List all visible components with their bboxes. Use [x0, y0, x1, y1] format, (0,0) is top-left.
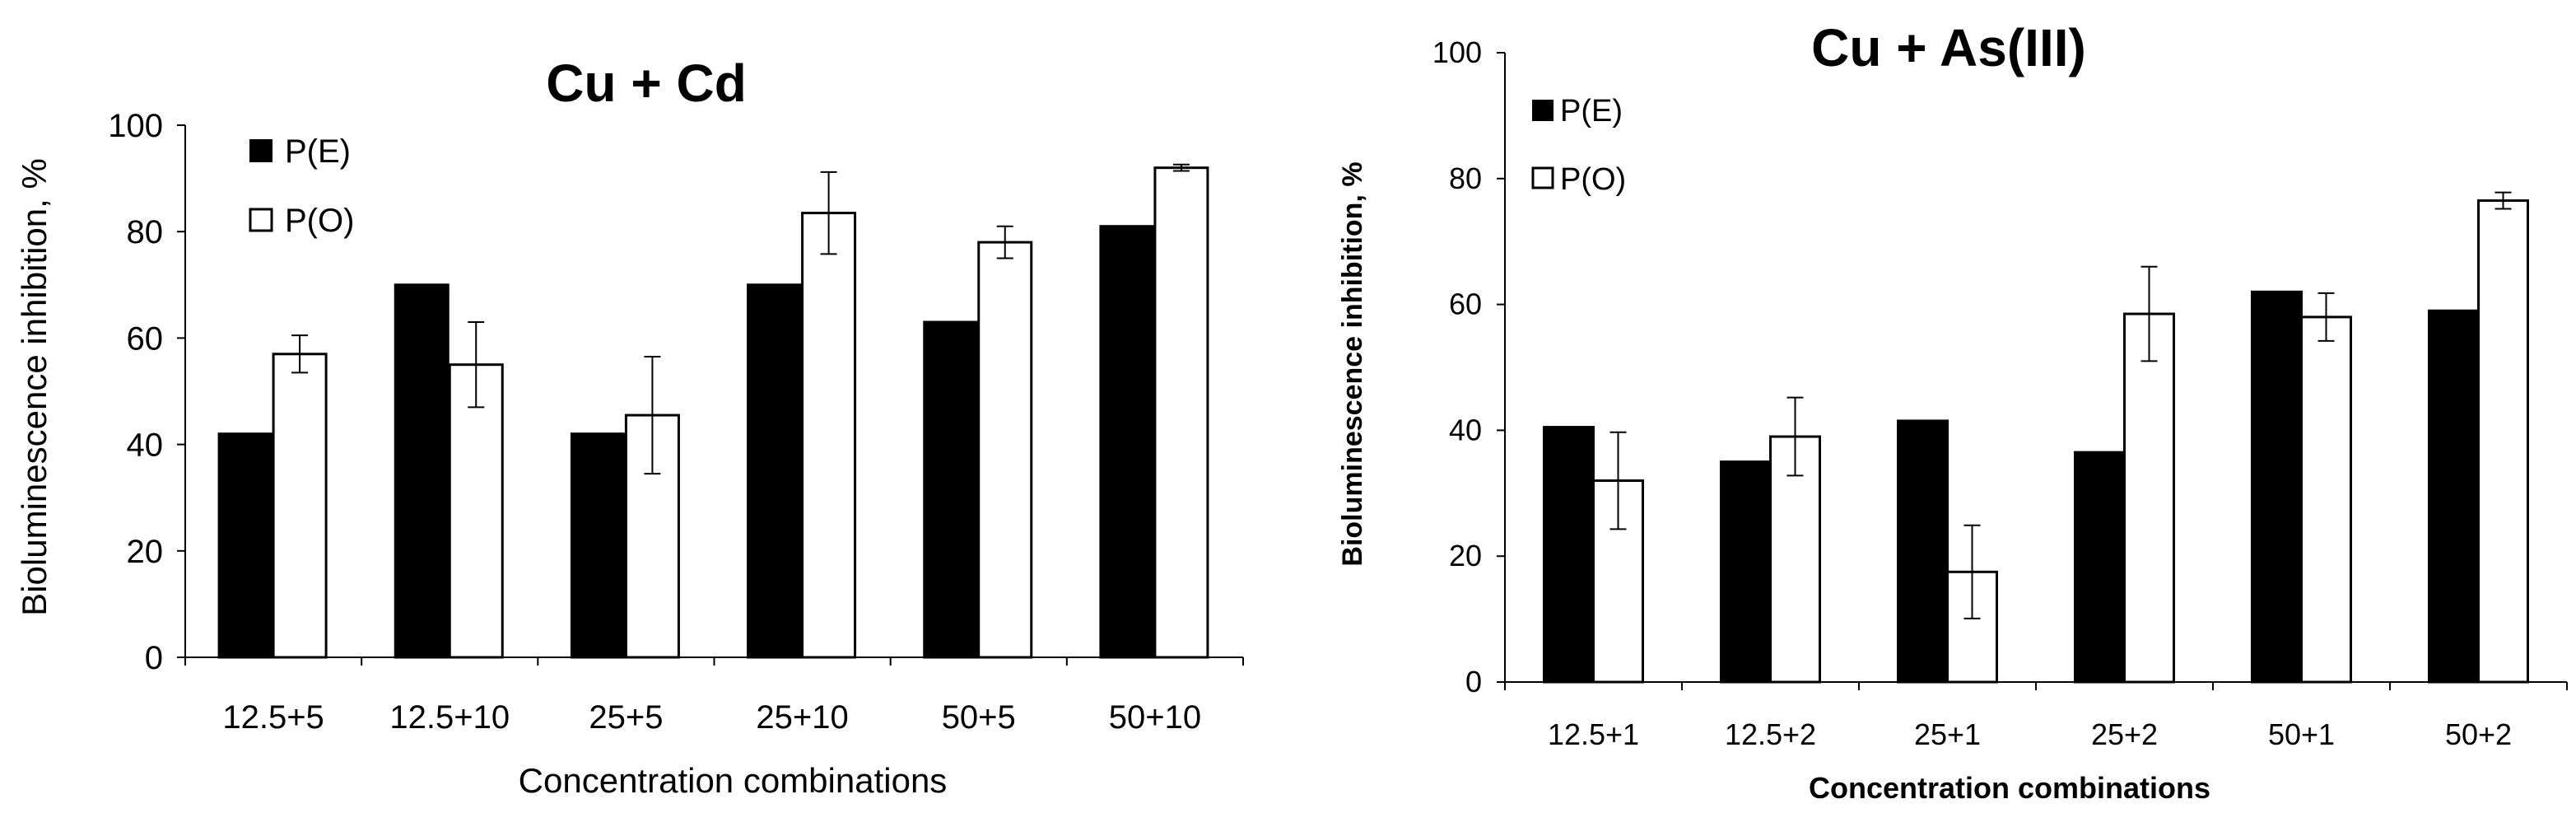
x-axis-label: Concentration combinations — [519, 761, 948, 800]
y-tick-label: 0 — [145, 640, 163, 676]
legend: P(E) P(O) — [1531, 94, 1626, 197]
bar-po — [2477, 199, 2529, 684]
x-tick-label: 50+10 — [1109, 699, 1201, 736]
y-tick-label: 40 — [1449, 413, 1482, 446]
x-tick-labels: 12.5+5 12.5+10 25+5 25+10 50+5 50+10 — [222, 699, 1201, 736]
legend-label: P(E) — [285, 133, 351, 170]
y-tick-label: 80 — [127, 214, 164, 250]
bar-po — [448, 363, 504, 659]
bar-pe — [2251, 290, 2303, 684]
x-tick-labels: 12.5+1 12.5+2 25+1 25+2 50+1 50+2 — [1548, 717, 2512, 751]
y-tick-labels: 0 20 40 60 80 100 — [108, 108, 163, 676]
legend-label: P(O) — [1560, 162, 1626, 197]
y-axis-label: Bioluminescence inhibition, % — [1337, 161, 1368, 566]
bar-po — [2123, 312, 2175, 684]
bar-pe — [217, 432, 273, 659]
bar-po — [977, 241, 1033, 659]
y-tick-label: 0 — [1465, 665, 1482, 699]
bar-pe — [570, 432, 626, 659]
x-tick-label: 12.5+1 — [1548, 717, 1639, 751]
y-tick-label: 20 — [127, 534, 164, 570]
legend-swatch-pe — [249, 139, 273, 162]
legend-swatch-pe — [1532, 100, 1554, 121]
y-tick-label: 60 — [1449, 287, 1482, 321]
bar-po — [272, 353, 328, 659]
y-tick-label: 100 — [1432, 35, 1482, 69]
legend-swatch-po — [1531, 166, 1554, 189]
bar-pe — [747, 283, 803, 659]
x-tick-label: 50+5 — [942, 699, 1016, 736]
plot-area — [1497, 52, 2568, 690]
x-tick-label: 25+10 — [756, 699, 848, 736]
bar-pe — [923, 320, 979, 659]
bar-pe — [394, 283, 450, 659]
legend: P(E) P(O) — [249, 133, 354, 239]
x-tick-label: 25+5 — [589, 699, 663, 736]
x-axis-label: Concentration combinations — [1809, 771, 2210, 805]
x-tick-label: 12.5+10 — [389, 699, 510, 736]
x-tick-label: 25+1 — [1914, 717, 1981, 751]
chart-title: Cu + As(III) — [1811, 18, 2086, 77]
plot-area — [177, 124, 1244, 666]
y-tick-label: 20 — [1449, 539, 1482, 572]
y-tick-labels: 0 20 40 60 80 100 — [1432, 35, 1482, 699]
y-tick-label: 40 — [127, 428, 164, 464]
bar-pe — [1720, 460, 1772, 684]
x-tick-label: 25+2 — [2091, 717, 2158, 751]
legend-label: P(O) — [285, 203, 354, 239]
y-axis-label: Bioluminescence inhibition, % — [15, 158, 54, 616]
legend-swatch-po — [249, 208, 273, 232]
x-tick-label: 12.5+2 — [1725, 717, 1816, 751]
y-tick-label: 100 — [108, 108, 163, 144]
bar-pe — [1897, 419, 1949, 684]
legend-label: P(E) — [1560, 94, 1623, 128]
bar-pe — [1099, 225, 1155, 659]
chart-cu-cd: Cu + Cd Bioluminescence inhibition, % Co… — [15, 54, 1244, 800]
bar-pe — [2428, 309, 2480, 684]
x-tick-label: 50+2 — [2445, 717, 2512, 751]
chart-title: Cu + Cd — [546, 54, 747, 113]
bar-po — [801, 212, 857, 659]
x-tick-label: 50+1 — [2268, 717, 2335, 751]
bar-pe — [1543, 426, 1595, 684]
chart-cu-as: Cu + As(III) Bioluminescence inhibition,… — [1337, 18, 2568, 805]
bar-po — [1153, 166, 1209, 659]
y-tick-label: 60 — [127, 320, 164, 357]
y-tick-label: 80 — [1449, 161, 1482, 195]
x-tick-label: 12.5+5 — [222, 699, 324, 736]
bar-po — [2300, 315, 2352, 684]
bar-pe — [2074, 451, 2126, 684]
